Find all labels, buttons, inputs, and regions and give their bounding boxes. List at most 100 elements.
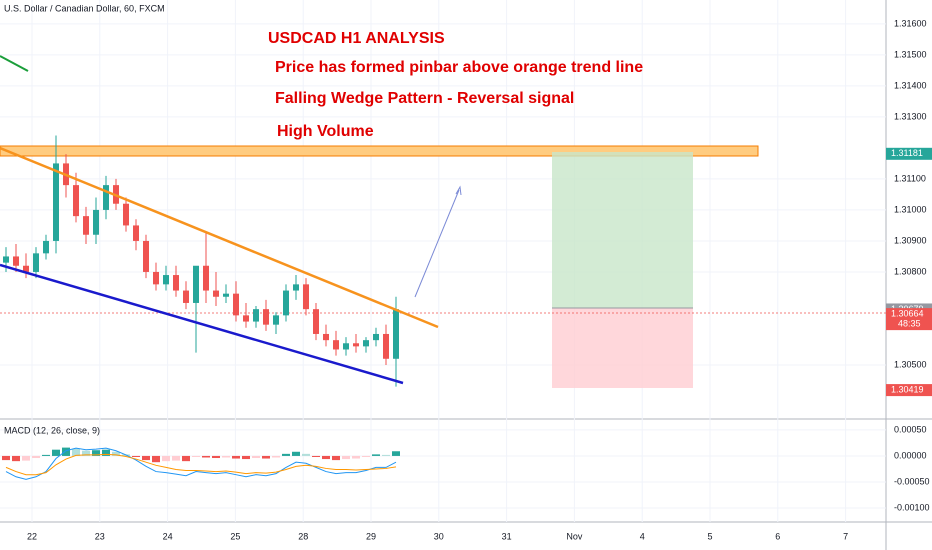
candle-body <box>133 225 139 241</box>
macd-bar <box>212 455 220 459</box>
header: U.S. Dollar / Canadian Dollar, 60, FXCM <box>4 3 165 13</box>
macd-bar <box>272 455 280 458</box>
candle-body <box>363 340 369 347</box>
y-tick-label: 1.31500 <box>894 49 927 59</box>
candle-body <box>203 265 209 291</box>
y-tick-label: 1.31100 <box>894 173 926 183</box>
annotation: High Volume <box>277 123 374 140</box>
candle-body <box>13 256 19 266</box>
price-badge-label: 1.31181 <box>891 148 923 158</box>
macd-bar <box>132 455 140 457</box>
macd-bar <box>152 455 160 463</box>
macd-bar <box>102 449 110 456</box>
candle-body <box>173 275 179 291</box>
resistance-zone <box>0 145 759 157</box>
macd-bar <box>12 455 20 462</box>
axes: 22 23 24 25 28 29 30 31 Nov 4 5 6 7 1.31600 1.31500 1.3… <box>27 18 932 541</box>
macd-bar <box>62 447 70 456</box>
macd-bar <box>232 455 240 459</box>
y-tick-label: -0.00100 <box>894 502 930 512</box>
price-badge <box>886 147 932 160</box>
macd-line <box>5 447 397 480</box>
y-tick-label: -0.00050 <box>894 476 930 486</box>
macd-bar <box>242 455 250 460</box>
candle-body <box>243 315 249 322</box>
upper-trend-line <box>0 146 439 329</box>
price-badge <box>886 308 932 331</box>
candle-body <box>273 315 279 325</box>
macd-bar <box>312 455 320 457</box>
candle-body <box>233 293 239 316</box>
candle-body <box>123 203 129 226</box>
candle-body <box>183 290 189 303</box>
candle-body <box>73 185 79 217</box>
macd-bar <box>182 455 190 462</box>
arrow <box>414 189 460 298</box>
macd-bar <box>92 450 100 456</box>
candle-body <box>23 265 29 272</box>
macd-bar <box>2 455 10 461</box>
candle-body <box>393 309 399 359</box>
candle-body <box>223 293 229 297</box>
x-tick-label: 31 <box>502 531 512 541</box>
macd-bar <box>42 454 50 456</box>
candle-body <box>3 256 9 263</box>
macd-pane <box>2 447 400 480</box>
candle-body <box>323 333 329 341</box>
macd-bar <box>202 455 210 458</box>
y-tick-label: 1.31300 <box>894 111 927 121</box>
macd-line <box>5 453 397 476</box>
x-tick-label: 25 <box>230 531 240 541</box>
candle-body <box>93 209 99 235</box>
x-tick-label: 5 <box>707 531 712 541</box>
x-tick-label: 28 <box>298 531 308 541</box>
macd-label: MACD (12, 26, close, 9) <box>4 425 100 435</box>
macd-bar <box>222 455 230 458</box>
candle-body <box>283 290 289 316</box>
macd-bar <box>292 451 300 456</box>
x-tick-label: 22 <box>27 531 37 541</box>
macd-bar <box>252 455 260 459</box>
candle-body <box>103 185 109 210</box>
macd-bar <box>392 451 400 456</box>
candle-body <box>343 343 349 350</box>
candles <box>3 135 399 387</box>
candle-body <box>303 284 309 310</box>
candle-body <box>213 290 219 297</box>
x-tick-label: 23 <box>95 531 105 541</box>
y-tick-label: 0.00050 <box>894 424 927 434</box>
macd-bar <box>262 455 270 459</box>
macd-bar <box>342 455 350 460</box>
y-tick-label: 0.00000 <box>894 450 927 460</box>
macd-bar <box>282 453 290 456</box>
x-tick-label: 6 <box>775 531 780 541</box>
price-badge-label: 1.30419 <box>891 384 924 394</box>
x-tick-label: 30 <box>434 531 444 541</box>
y-tick-label: 1.31600 <box>894 18 927 28</box>
candle-body <box>383 333 389 359</box>
macd-bar <box>162 455 170 462</box>
candle-body <box>143 240 149 272</box>
candle-body <box>313 309 319 334</box>
candle-body <box>163 275 169 285</box>
candle-body <box>263 309 269 325</box>
macd-bar <box>72 448 80 456</box>
macd-bar <box>332 455 340 461</box>
y-tick-label: 1.30900 <box>894 235 927 245</box>
macd-bar <box>112 451 120 456</box>
candle-body <box>33 253 39 272</box>
candle-body <box>373 333 379 341</box>
candle-body <box>293 284 299 291</box>
macd-bar <box>372 454 380 456</box>
price-badge-label: 1.30664 <box>891 308 924 318</box>
macd-bar <box>192 455 200 457</box>
annotation: Price has formed pinbar above orange tre… <box>275 59 643 76</box>
stop-zone <box>552 308 693 388</box>
macd-bar <box>142 455 150 461</box>
macd-bar <box>352 455 360 459</box>
macd-bar <box>322 455 330 460</box>
candle-body <box>353 343 359 347</box>
y-tick-label: 1.30800 <box>894 266 927 276</box>
candle-body <box>153 271 159 285</box>
green-line <box>0 55 29 72</box>
